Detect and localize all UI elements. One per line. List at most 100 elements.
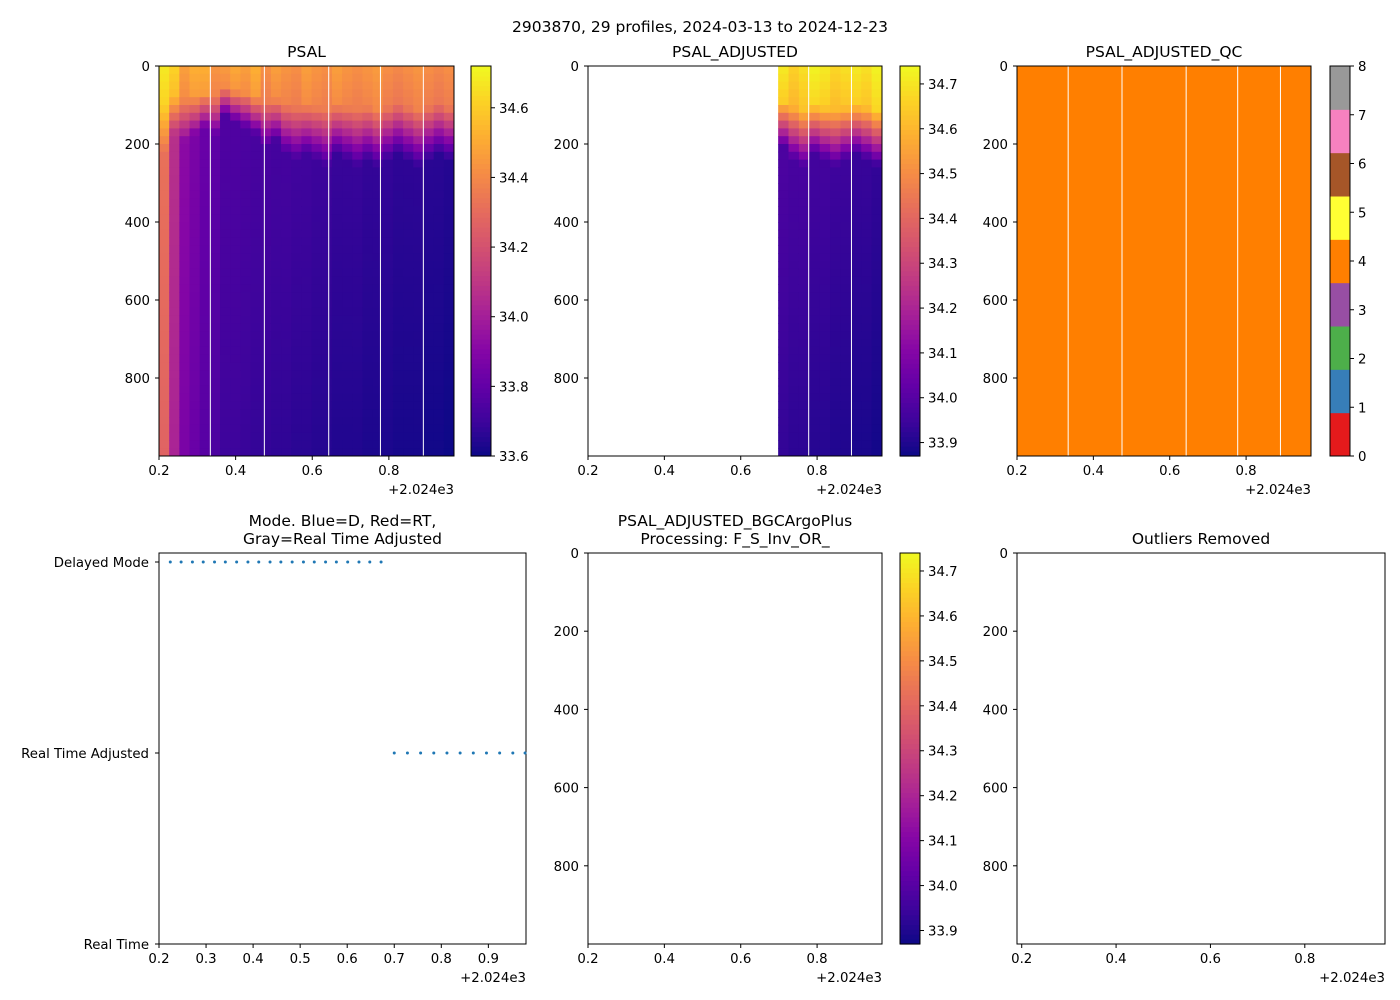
psal_adjusted_qc-colorbar-tick-label: 3 xyxy=(1358,304,1366,319)
psal_adjusted-cell xyxy=(778,331,790,340)
psal-cell xyxy=(209,198,221,207)
psal-cell xyxy=(331,417,343,426)
psal-cell xyxy=(209,151,221,161)
psal-cell xyxy=(382,424,394,434)
psal-cell xyxy=(321,261,333,270)
psal-cell xyxy=(423,120,435,129)
psal-colorbar-segment xyxy=(471,363,491,369)
psal-cell xyxy=(392,81,404,90)
psal-cell xyxy=(291,97,302,106)
psal-cell xyxy=(270,167,282,176)
psal-cell xyxy=(240,89,252,98)
psal-cell xyxy=(291,136,302,145)
psal-cell xyxy=(382,409,394,418)
psal-cell xyxy=(179,300,191,309)
mode-point-delayed-mode xyxy=(201,560,205,564)
psal-cell xyxy=(250,424,262,434)
bgc-colorbar-segment xyxy=(900,714,920,720)
psal-cell xyxy=(199,292,211,301)
psal-cell xyxy=(189,81,201,90)
mode-point-delayed-mode xyxy=(334,560,338,564)
psal-cell xyxy=(413,214,424,223)
psal_adjusted-cell xyxy=(830,409,841,418)
psal_adjusted-cell xyxy=(850,385,862,395)
psal-cell xyxy=(260,229,272,239)
psal-cell xyxy=(423,214,435,223)
psal_adjusted-cell xyxy=(809,346,821,356)
psal_adjusted-cell xyxy=(819,346,831,356)
psal_adjusted-cell xyxy=(819,261,831,270)
psal_adjusted-colorbar-segment xyxy=(900,212,920,218)
psal-cell xyxy=(240,167,252,176)
psal_adjusted-cell xyxy=(861,128,873,137)
bgc-colorbar-tick-label: 34.3 xyxy=(928,745,958,760)
psal_adjusted-colorbar-segment xyxy=(900,373,920,379)
psal-cell xyxy=(189,268,201,278)
bgc-colorbar-tick-label: 34.4 xyxy=(928,700,958,715)
psal-cell xyxy=(443,237,455,246)
psal-cell xyxy=(382,105,394,114)
psal-cell xyxy=(189,440,201,449)
psal-colorbar-segment xyxy=(471,441,491,447)
psal-cell xyxy=(362,73,374,83)
psal-cell xyxy=(189,128,201,137)
psal-cell xyxy=(321,339,333,348)
psal_adjusted-cell xyxy=(778,151,790,161)
psal-cell xyxy=(220,97,231,106)
psal_adjusted-cell xyxy=(788,346,800,356)
psal_adjusted-cell xyxy=(830,385,841,395)
psal-cell xyxy=(443,331,455,340)
psal-cell xyxy=(413,276,424,285)
bgc-colorbar-segment xyxy=(900,606,920,613)
psal_adjusted-cell xyxy=(850,159,862,168)
bgc-colorbar-segment xyxy=(900,655,920,662)
psal-cell xyxy=(433,206,445,215)
psal-cell xyxy=(159,440,170,449)
psal-cell xyxy=(392,307,404,317)
psal-cell xyxy=(230,151,241,161)
psal_adjusted-cell xyxy=(788,66,800,75)
psal-cell xyxy=(209,385,221,395)
psal_adjusted-cell xyxy=(778,370,790,379)
psal-cell xyxy=(169,307,180,317)
psal_adjusted-cell xyxy=(809,167,821,176)
psal_adjusted-cell xyxy=(778,268,790,278)
psal-cell xyxy=(260,97,272,106)
psal-cell xyxy=(179,354,191,363)
psal-cell xyxy=(159,331,170,340)
psal_adjusted-cell xyxy=(809,222,821,231)
psal_adjusted-cell xyxy=(871,409,883,418)
psal-colorbar-segment xyxy=(471,173,491,179)
psal_adjusted-colorbar-segment xyxy=(900,105,920,111)
psal-cell xyxy=(260,331,272,340)
psal-cell xyxy=(352,66,363,75)
psal-cell xyxy=(209,253,221,262)
psal_adjusted-cell xyxy=(809,151,821,161)
psal_adjusted-cell xyxy=(871,362,883,371)
psal-cell xyxy=(443,339,455,348)
psal-colorbar-segment xyxy=(471,202,491,208)
psal-cell xyxy=(413,73,424,83)
psal-cell xyxy=(199,222,211,231)
psal-cell xyxy=(291,292,302,301)
psal_adjusted-cell xyxy=(788,339,800,348)
psal-cell xyxy=(260,112,272,122)
psal_adjusted-cell xyxy=(788,175,800,184)
psal-cell xyxy=(270,120,282,129)
psal-cell xyxy=(301,261,313,270)
psal-cell xyxy=(240,393,252,402)
psal_adjusted-colorbar-segment xyxy=(900,95,920,101)
psal-cell xyxy=(331,237,343,246)
psal_adjusted-cell xyxy=(809,362,821,371)
psal-cell xyxy=(250,214,262,223)
psal-cell xyxy=(423,424,435,434)
psal_adjusted-cell xyxy=(819,300,831,309)
psal-colorbar-segment xyxy=(471,290,491,296)
psal-cell xyxy=(321,198,333,207)
psal-cell xyxy=(301,128,313,137)
psal_adjusted-cell xyxy=(861,261,873,270)
psal_adjusted-cell xyxy=(871,261,883,270)
psal_adjusted-cell xyxy=(840,144,852,153)
psal-cell xyxy=(179,89,191,98)
psal-cell xyxy=(220,331,231,340)
